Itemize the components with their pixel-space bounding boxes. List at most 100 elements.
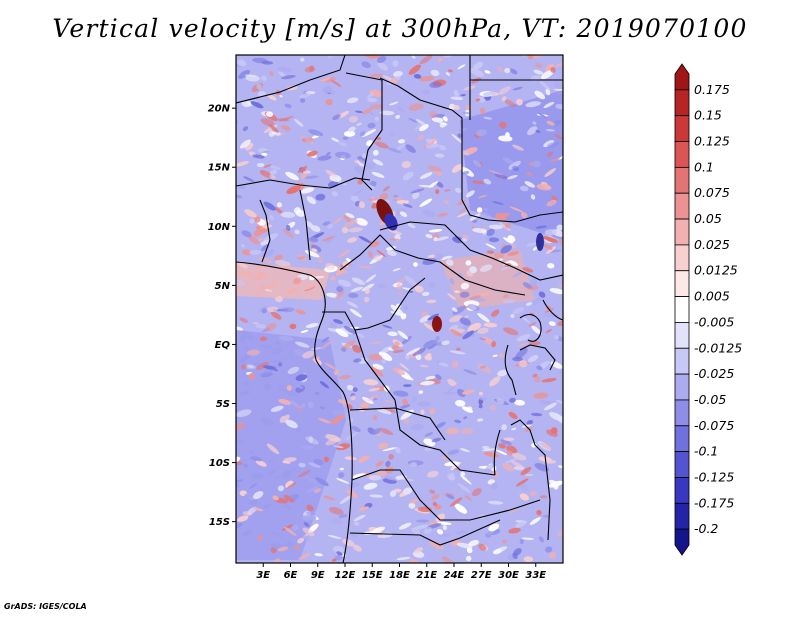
field-speckle (429, 489, 436, 494)
field-speckle (396, 143, 406, 151)
field-speckle (481, 448, 498, 452)
lon-tick-label: 12E (335, 570, 356, 581)
field-speckle (244, 364, 257, 370)
field-speckle (512, 165, 519, 172)
field-speckle (410, 527, 421, 535)
field-speckle (511, 243, 517, 249)
field-speckle (503, 437, 515, 441)
field-speckle (342, 539, 355, 547)
field-speckle (413, 524, 429, 530)
field-speckle (269, 71, 274, 76)
field-speckle (502, 539, 507, 544)
field-speckle (519, 493, 530, 501)
field-speckle (238, 271, 250, 277)
field-speckle (494, 173, 509, 180)
field-speckle (543, 101, 555, 109)
field-speckle (488, 237, 500, 243)
field-speckle (466, 190, 475, 198)
field-speckle (409, 462, 418, 467)
field-speckle (347, 237, 358, 243)
field-speckle (448, 474, 456, 481)
field-speckle (510, 314, 515, 319)
field-speckle (511, 427, 517, 431)
field-speckle (248, 372, 256, 380)
colorbar-label: -0.005 (694, 314, 734, 329)
field-speckle (263, 201, 276, 211)
field-speckle (323, 456, 330, 463)
field-speckle (395, 446, 401, 454)
field-speckle (363, 482, 378, 490)
field-speckle (532, 246, 538, 251)
field-speckle (549, 288, 563, 295)
field-speckle (286, 85, 298, 91)
field-speckle (477, 313, 490, 323)
field-speckle (361, 128, 377, 138)
field-speckle (252, 154, 265, 159)
field-speckle (495, 212, 507, 221)
field-speckle (398, 292, 403, 295)
field-speckle (269, 215, 275, 221)
field-speckle (402, 398, 408, 406)
field-speckle (419, 380, 435, 386)
field-speckle (414, 123, 423, 131)
field-speckle (460, 475, 472, 485)
field-speckle (360, 401, 370, 410)
field-speckle (501, 424, 507, 431)
field-speckle (383, 475, 397, 481)
field-speckle (554, 134, 563, 140)
field-speckle (539, 495, 548, 499)
field-speckle (427, 313, 439, 321)
field-speckle (454, 419, 462, 424)
field-speckle (504, 222, 511, 229)
field-speckle (346, 301, 359, 308)
field-speckle (336, 443, 351, 451)
field-speckle (435, 421, 446, 429)
field-speckle (538, 112, 547, 119)
field-speckle (435, 189, 440, 194)
field-speckle (301, 403, 306, 408)
field-speckle (310, 347, 322, 350)
field-speckle (513, 399, 526, 406)
field-speckle (303, 521, 310, 527)
field-speckle (419, 75, 435, 82)
field-speckle (349, 532, 358, 538)
field-speckle (419, 124, 429, 132)
field-speckle (378, 442, 389, 450)
field-speckle (343, 325, 357, 335)
field-speckle (348, 126, 356, 133)
field-speckle (275, 341, 281, 346)
field-speckle (236, 439, 246, 446)
field-speckle (372, 428, 381, 435)
field-speckle (260, 75, 267, 81)
field-speckle (267, 94, 277, 101)
field-speckle (236, 456, 241, 463)
colorbar-label: -0.125 (694, 469, 734, 484)
field-speckle (499, 121, 507, 129)
field-speckle (534, 90, 546, 100)
field-speckle (419, 364, 429, 368)
field-speckle (421, 291, 430, 297)
field-speckle (475, 98, 481, 102)
field-speckle (274, 254, 283, 261)
field-speckle (503, 237, 514, 244)
field-speckle (236, 409, 252, 418)
grads-credit: GrADS: IGES/COLA (4, 602, 87, 611)
field-speckle (260, 417, 274, 426)
field-speckle (439, 122, 447, 128)
field-speckle (543, 514, 549, 518)
field-speckle (439, 255, 453, 261)
field-speckle (517, 343, 529, 347)
field-speckle (431, 117, 444, 123)
field-speckle (284, 504, 291, 509)
field-speckle (371, 171, 385, 178)
field-speckle (241, 99, 252, 108)
colorbar-swatch (674, 373, 690, 401)
field-speckle (377, 284, 386, 288)
field-speckle (449, 278, 455, 285)
field-speckle (506, 450, 513, 456)
colorbar-swatch (674, 218, 690, 246)
field-speckle (347, 403, 353, 410)
field-speckle (460, 94, 467, 97)
colorbar-swatch (674, 477, 690, 504)
field-speckle (305, 220, 314, 228)
